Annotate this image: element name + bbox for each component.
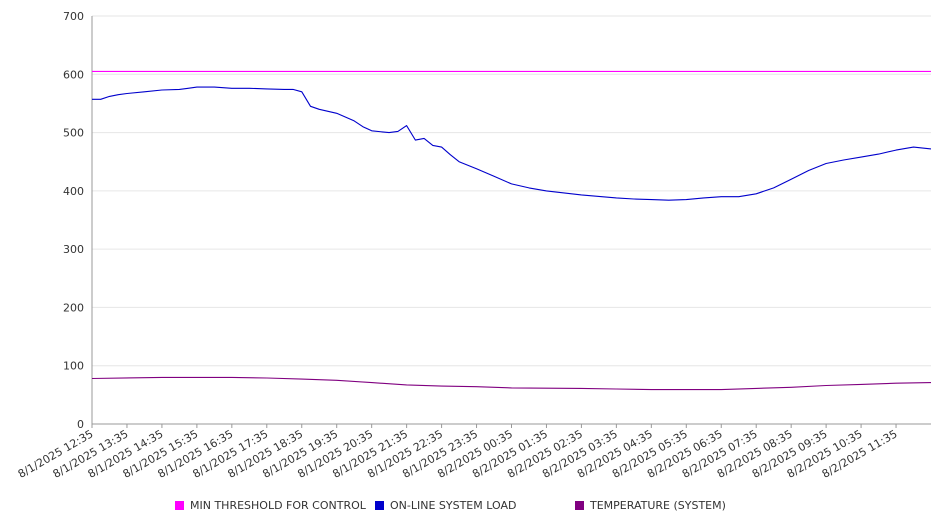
- y-axis-tick-labels: 0 100 200 300 400 500 600 700: [63, 10, 84, 431]
- legend-label-temperature: TEMPERATURE (SYSTEM): [590, 498, 726, 512]
- legend-item-min-threshold[interactable]: MIN THRESHOLD FOR CONTROL: [175, 497, 366, 513]
- legend-item-temperature[interactable]: TEMPERATURE (SYSTEM): [575, 497, 726, 513]
- x-axis-tick-labels: 8/1/2025 12:358/1/2025 13:358/1/2025 14:…: [16, 427, 900, 481]
- y-tick-label: 300: [63, 243, 84, 256]
- legend-label-system-load: ON-LINE SYSTEM LOAD: [390, 498, 517, 512]
- y-tick-label: 700: [63, 10, 84, 23]
- legend: MIN THRESHOLD FOR CONTROL ON-LINE SYSTEM…: [0, 497, 946, 515]
- y-tick-label: 0: [77, 418, 84, 431]
- y-tick-label: 100: [63, 360, 84, 373]
- legend-swatch-min-threshold: [175, 500, 184, 510]
- grid-lines: [92, 15, 931, 425]
- y-tick-label: 400: [63, 185, 84, 198]
- legend-label-min-threshold: MIN THRESHOLD FOR CONTROL: [190, 498, 366, 512]
- legend-swatch-system-load: [375, 500, 384, 510]
- y-tick-label: 500: [63, 127, 84, 140]
- series-lines: [91, 70, 932, 391]
- legend-item-system-load[interactable]: ON-LINE SYSTEM LOAD: [375, 497, 516, 513]
- y-tick-label: 600: [63, 68, 84, 81]
- series-temperature: [91, 376, 932, 391]
- axes: [91, 16, 931, 428]
- series-system-load: [92, 86, 932, 201]
- y-tick-label: 200: [63, 301, 84, 314]
- legend-swatch-temperature: [575, 500, 584, 510]
